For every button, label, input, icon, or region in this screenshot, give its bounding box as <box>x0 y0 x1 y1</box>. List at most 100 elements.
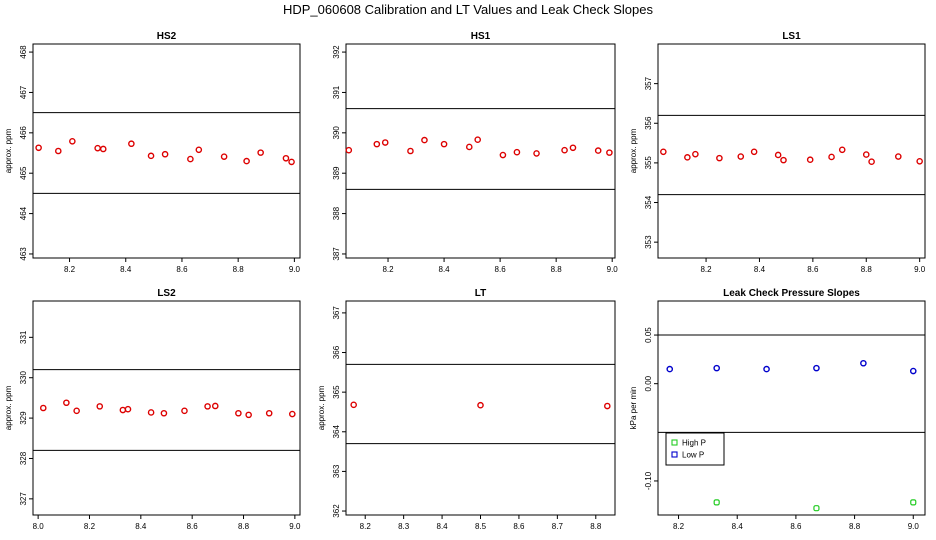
x-tick-label: 8.3 <box>398 522 410 531</box>
y-tick-label: 467 <box>19 85 28 99</box>
y-tick-label: 466 <box>19 126 28 140</box>
panel-title: LT <box>475 288 486 299</box>
y-axis-label: kPa per min <box>629 387 638 430</box>
figure-title: HDP_060608 Calibration and LT Values and… <box>283 2 654 17</box>
data-point-values <box>96 403 104 410</box>
x-tick-label: 8.6 <box>513 522 525 531</box>
data-point-values <box>780 156 787 164</box>
x-tick-label: 8.2 <box>700 265 712 274</box>
x-tick-label: 8.4 <box>120 265 132 274</box>
data-point-values <box>774 151 782 159</box>
data-point-low-p <box>909 367 917 375</box>
x-tick-label: 9.0 <box>289 522 301 531</box>
x-tick-label: 8.6 <box>176 265 188 274</box>
y-axis-label: approx. ppm <box>4 128 13 173</box>
data-point-values <box>147 152 155 160</box>
y-tick-label: 357 <box>644 76 653 90</box>
data-point-values <box>594 147 602 154</box>
panel-lt: LT approx. ppm 8.2 8.3 8.4 8.5 8.6 8.7 8.8 362 363… <box>317 288 616 531</box>
y-tick-label: 353 <box>644 235 653 249</box>
x-tick-label: 8.5 <box>475 522 487 531</box>
data-point-values <box>345 146 353 154</box>
data-point-values <box>63 399 70 407</box>
data-point-values <box>119 406 127 414</box>
data-point-values <box>35 144 42 152</box>
data-point-low-p <box>666 365 674 373</box>
data-point-values <box>606 149 613 156</box>
data-point-values <box>187 155 194 163</box>
y-tick-label: 0.05 <box>644 327 653 343</box>
data-point-values <box>569 144 577 152</box>
data-point-high-p <box>910 499 917 506</box>
data-point-values <box>160 409 168 417</box>
y-tick-label: 328 <box>19 451 28 465</box>
y-tick-label: 331 <box>19 330 28 344</box>
x-tick-label: 8.4 <box>135 522 147 531</box>
x-tick-label: 8.6 <box>807 265 819 274</box>
x-tick-label: 8.2 <box>673 522 685 531</box>
data-point-values <box>350 401 357 409</box>
y-tick-label: 464 <box>19 206 28 220</box>
plot-frame <box>32 300 301 516</box>
y-tick-label: 388 <box>332 206 341 220</box>
data-point-values <box>220 153 228 160</box>
x-tick-label: 9.0 <box>914 265 926 274</box>
y-tick-label: 468 <box>19 45 28 59</box>
x-tick-label: 9.0 <box>607 265 619 274</box>
data-point-values <box>828 153 835 161</box>
x-tick-label: 8.0 <box>33 522 45 531</box>
y-tick-label: 366 <box>332 345 341 359</box>
y-axis-label: approx. ppm <box>4 385 13 430</box>
data-point-values <box>561 146 568 154</box>
y-tick-label: -0.10 <box>644 471 653 490</box>
legend-box <box>665 432 725 466</box>
x-tick-label: 8.8 <box>551 265 563 274</box>
data-point-low-p <box>813 364 820 372</box>
y-tick-label: 365 <box>332 385 341 399</box>
y-tick-label: 354 <box>644 195 653 209</box>
data-point-high-p <box>813 505 820 512</box>
data-point-values <box>257 149 264 156</box>
x-tick-label: 8.8 <box>849 522 861 531</box>
data-point-values <box>94 144 101 152</box>
legend-label: Low P <box>682 451 704 460</box>
panel-hs2: HS2 approx. ppm 8.2 8.4 8.6 8.8 9.0 463 464 465 46… <box>4 31 301 274</box>
data-point-values <box>750 148 758 156</box>
data-point-values <box>195 146 203 154</box>
data-point-values <box>806 156 814 164</box>
y-axis-label: approx. ppm <box>317 385 326 430</box>
x-tick-label: 8.8 <box>861 265 873 274</box>
data-point-values <box>99 145 107 153</box>
data-point-values <box>211 402 219 410</box>
x-tick-label: 8.2 <box>382 265 394 274</box>
legend-swatch <box>671 439 678 446</box>
legend-label: High P <box>682 439 706 448</box>
data-point-values <box>124 405 132 413</box>
data-point-values <box>895 153 902 160</box>
x-tick-label: 8.2 <box>84 522 96 531</box>
data-point-values <box>73 407 80 415</box>
data-point-values <box>533 150 540 157</box>
data-point-values <box>916 158 923 165</box>
plot-frame <box>32 43 301 259</box>
plot-frame <box>657 43 926 259</box>
data-point-values <box>39 404 47 412</box>
panel-title: Leak Check Pressure Slopes <box>723 288 860 299</box>
panel-title: HS2 <box>157 31 177 42</box>
panel-title: LS1 <box>782 31 801 42</box>
data-point-values <box>499 151 507 159</box>
y-tick-label: 329 <box>19 411 28 425</box>
x-tick-label: 8.6 <box>187 522 199 531</box>
data-point-values <box>161 150 169 158</box>
panel-ls2: LS2 approx. ppm 8.0 8.2 8.4 8.6 8.8 9.0 327 328 32… <box>4 288 301 531</box>
y-tick-label: 367 <box>332 306 341 320</box>
data-point-values <box>128 140 135 148</box>
legend: High P Low P <box>665 432 725 466</box>
y-tick-label: 392 <box>332 45 341 59</box>
data-point-values <box>737 153 745 160</box>
y-tick-label: 463 <box>19 247 28 261</box>
y-tick-label: 355 <box>644 156 653 170</box>
x-tick-label: 8.4 <box>732 522 744 531</box>
y-tick-label: 391 <box>332 85 341 99</box>
